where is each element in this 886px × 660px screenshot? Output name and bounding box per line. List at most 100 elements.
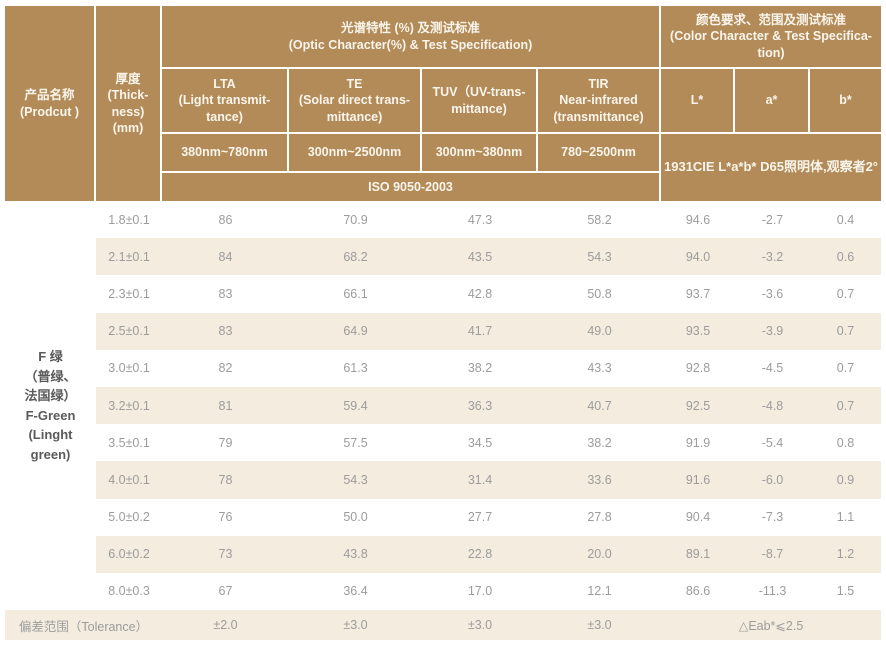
bstar-value: 0.7 — [810, 312, 881, 350]
tolerance-lta: ±2.0 — [213, 618, 238, 633]
tolerance-color: △Eab*⩽2.5 — [738, 618, 804, 633]
lta-value: 81 — [162, 386, 289, 425]
te-value: 66.1 — [343, 286, 368, 301]
tuv-value: 36.3 — [422, 386, 538, 425]
bstar-value: 0.7 — [810, 386, 881, 425]
optic-group-header: 光谱特性 (%) 及测试标准 (Optic Character(%) & Tes… — [162, 6, 659, 67]
thickness-value: 8.0±0.3 — [108, 584, 150, 599]
thickness-value: 3.0±0.1 — [108, 361, 150, 376]
lstar-value: 86.6 — [685, 584, 711, 599]
color-group-header: 颜色要求、范围及测试标准 (Color Character & Test Spe… — [661, 6, 881, 67]
tir-value: 20.0 — [538, 535, 661, 573]
thickness-value: 6.0±0.2 — [96, 535, 162, 573]
table-row: 8.0±0.3 67 36.4 17.0 12.1 86.6 -11.3 1.5 — [5, 573, 881, 610]
lta-value: 86 — [218, 212, 233, 227]
table-row: 3.0±0.1 82 61.3 38.2 43.3 92.8 -4.5 0.7 — [5, 350, 881, 387]
tuv-value: 17.0 — [467, 584, 493, 599]
table-header: 产品名称 (Prodcut ) 厚度 (Thick- ness) (mm) 光谱… — [5, 6, 881, 201]
astar-value: -3.2 — [735, 238, 810, 276]
astar-value: -3.9 — [735, 312, 810, 350]
te-value: 70.9 — [343, 212, 368, 227]
table-row: 3.2±0.1 81 59.4 36.3 40.7 92.5 -4.8 0.7 — [5, 386, 881, 425]
table-row: 2.1±0.1 84 68.2 43.5 54.3 94.0 -3.2 0.6 — [5, 238, 881, 276]
tir-value: 12.1 — [587, 584, 612, 599]
bstar-value: 1.2 — [810, 535, 881, 573]
bstar-value: 0.6 — [810, 238, 881, 276]
astar-value: -2.7 — [761, 212, 784, 227]
product-column-header: 产品名称 (Prodcut ) — [5, 6, 94, 201]
tuv-value: 34.5 — [467, 435, 493, 450]
table-row: 4.0±0.1 78 54.3 31.4 33.6 91.6 -6.0 0.9 — [5, 461, 881, 499]
te-value: 61.3 — [343, 361, 368, 376]
tuv-value: 27.7 — [467, 510, 493, 525]
tuv-value: 43.5 — [422, 238, 538, 276]
astar-value: -7.3 — [761, 510, 784, 525]
te-range-header: 300nm~2500nm — [289, 134, 420, 171]
bstar-value: 0.7 — [836, 361, 855, 376]
tolerance-label: 偏差范围（Tolerance） — [18, 619, 149, 634]
lta-value: 79 — [218, 435, 233, 450]
bstar-value: 1.1 — [836, 510, 855, 525]
thickness-value: 1.8±0.1 — [108, 212, 150, 227]
te-value: 43.8 — [289, 535, 422, 573]
tuv-value: 47.3 — [467, 212, 493, 227]
te-column-header: TE (Solar direct trans- mittance) — [289, 69, 420, 132]
lta-value: 78 — [162, 461, 289, 499]
thickness-value: 2.5±0.1 — [96, 312, 162, 350]
te-value: 54.3 — [289, 461, 422, 499]
lstar-value: 92.8 — [685, 361, 711, 376]
tir-value: 38.2 — [587, 435, 612, 450]
tir-value: 33.6 — [538, 461, 661, 499]
tir-value: 43.3 — [587, 361, 612, 376]
tuv-value: 22.8 — [422, 535, 538, 573]
te-value: 64.9 — [289, 312, 422, 350]
bstar-value: 1.5 — [836, 584, 855, 599]
table-row: 5.0±0.2 76 50.0 27.7 27.8 90.4 -7.3 1.1 — [5, 499, 881, 536]
astar-value: -4.5 — [761, 361, 784, 376]
thickness-value: 5.0±0.2 — [108, 510, 150, 525]
tolerance-te: ±3.0 — [343, 618, 368, 633]
astar-value: -5.4 — [761, 435, 784, 450]
tolerance-row: 偏差范围（Tolerance） ±2.0 ±3.0 ±3.0 ±3.0 △Eab… — [5, 610, 881, 641]
tolerance-tir: ±3.0 — [587, 618, 612, 633]
tuv-value: 41.7 — [422, 312, 538, 350]
tir-column-header: TIR Near-infrared (transmittance) — [538, 69, 659, 132]
lta-value: 76 — [218, 510, 233, 525]
astar-value: -4.8 — [735, 386, 810, 425]
lta-value: 73 — [162, 535, 289, 573]
lta-value: 67 — [218, 584, 233, 599]
te-value: 68.2 — [289, 238, 422, 276]
tuv-value: 38.2 — [467, 361, 493, 376]
tir-value: 50.8 — [587, 286, 612, 301]
product-name: F 绿 （普绿、 法国绿） F-Green (Linght green) — [24, 349, 77, 462]
thickness-value: 3.2±0.1 — [96, 386, 162, 425]
optic-standard-header: ISO 9050-2003 — [162, 173, 659, 201]
lstar-value: 94.6 — [685, 212, 711, 227]
te-value: 59.4 — [289, 386, 422, 425]
astar-value: -11.3 — [758, 584, 787, 599]
astar-column-header: a* — [735, 69, 808, 132]
table-row: 6.0±0.2 73 43.8 22.8 20.0 89.1 -8.7 1.2 — [5, 535, 881, 573]
lstar-value: 91.6 — [661, 461, 735, 499]
lta-range-header: 380nm~780nm — [162, 134, 287, 171]
spec-table: 产品名称 (Prodcut ) 厚度 (Thick- ness) (mm) 光谱… — [5, 6, 881, 641]
tuv-column-header: TUV（UV-trans- mittance) — [422, 69, 536, 132]
table-row: 2.5±0.1 83 64.9 41.7 49.0 93.5 -3.9 0.7 — [5, 312, 881, 350]
lta-value: 82 — [218, 361, 233, 376]
lstar-value: 90.4 — [685, 510, 711, 525]
bstar-column-header: b* — [810, 69, 881, 132]
thickness-value: 3.5±0.1 — [108, 435, 150, 450]
lstar-value: 91.9 — [685, 435, 711, 450]
tir-value: 49.0 — [538, 312, 661, 350]
lstar-value: 92.5 — [661, 386, 735, 425]
bstar-value: 0.4 — [836, 212, 855, 227]
lstar-value: 93.7 — [685, 286, 711, 301]
lta-value: 83 — [218, 286, 233, 301]
lstar-column-header: L* — [661, 69, 733, 132]
astar-value: -8.7 — [735, 535, 810, 573]
thickness-value: 2.3±0.1 — [108, 286, 150, 301]
astar-value: -6.0 — [735, 461, 810, 499]
tuv-value: 42.8 — [467, 286, 493, 301]
tuv-value: 31.4 — [422, 461, 538, 499]
